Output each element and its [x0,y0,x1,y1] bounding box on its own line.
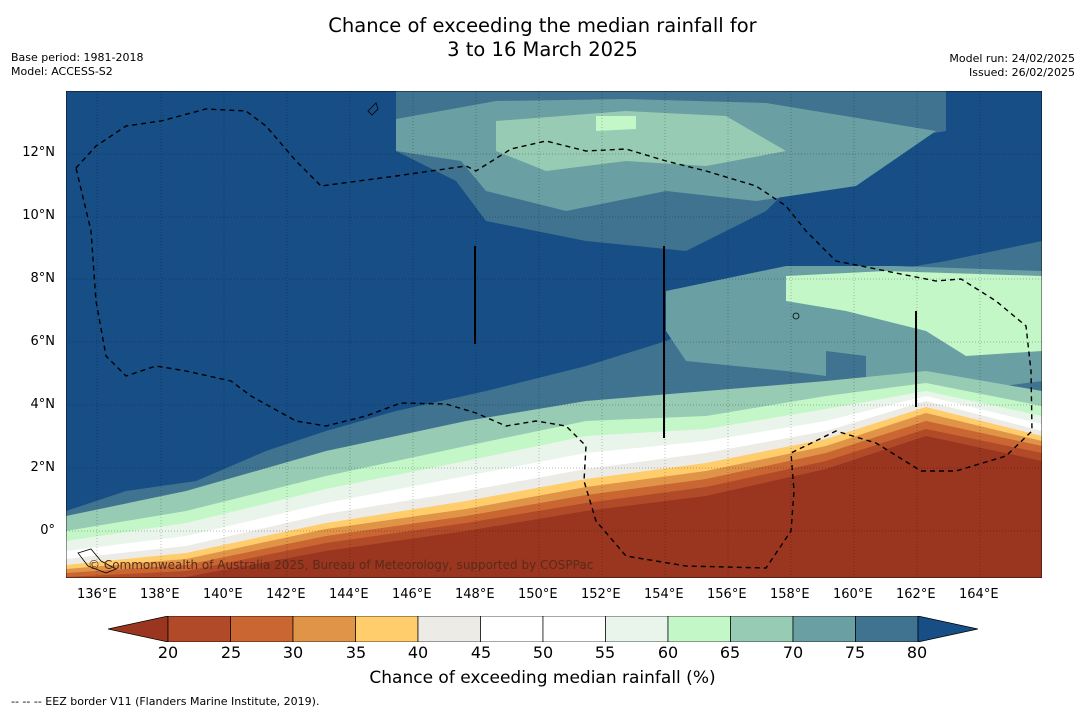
band-60-east [786,271,1042,356]
x-tick-140e: 140°E [203,587,243,602]
cbar-cell [667,616,731,642]
title-line-1: Chance of exceeding the median rainfall … [328,14,757,37]
x-tick-156e: 156°E [707,587,747,602]
cbar-cell [542,616,606,642]
cbar-cell [480,616,544,642]
y-tick-12n: 12°N [22,145,55,160]
x-tick-136e: 136°E [77,587,117,602]
cbar-label-55: 55 [594,643,616,662]
band-20-south [66,436,1042,578]
y-tick-0: 0° [40,523,55,538]
x-tick-138e: 138°E [140,587,180,602]
cbar-label-80: 80 [906,643,928,662]
cbar-label-65: 65 [719,643,741,662]
cbar-label-45: 45 [470,643,492,662]
cbar-extend-low [108,616,169,642]
issued-date: Issued: 26/02/2025 [968,66,1075,79]
meta-right: Model run: 24/02/2025 Issued: 26/02/2025 [949,52,1075,80]
x-tick-148e: 148°E [455,587,495,602]
cbar-label-40: 40 [407,643,429,662]
cbar-label-25: 25 [220,643,242,662]
cbar-cell [605,616,669,642]
cbar-cell [855,616,919,642]
cbar-cell [417,616,481,642]
y-tick-2n: 2°N [30,460,56,475]
y-tick-6n: 6°N [30,334,56,349]
base-period: Base period: 1981-2018 [11,51,144,64]
cbar-extend-high [917,616,978,642]
x-tick-144e: 144°E [329,587,369,602]
cbar-label-30: 30 [282,643,304,662]
coastline-new-guinea [77,548,117,574]
colorbar [108,616,978,642]
chart-title: Chance of exceeding the median rainfall … [0,14,1085,62]
x-tick-160e: 160°E [833,587,873,602]
island-outline [367,102,379,116]
cbar-label-60: 60 [657,643,679,662]
y-tick-10n: 10°N [22,208,55,223]
cbar-cell [355,616,419,642]
x-tick-146e: 146°E [392,587,432,602]
x-tick-142e: 142°E [266,587,306,602]
eez-footnote: -- -- -- EEZ border V11 (Flanders Marine… [11,695,320,708]
cbar-label-35: 35 [345,643,367,662]
island-outline-east [792,312,800,320]
copyright-notice: © Commonwealth of Australia 2025, Bureau… [88,558,594,572]
cbar-label-50: 50 [532,643,554,662]
x-tick-162e: 162°E [896,587,936,602]
rainfall-map [66,91,1042,578]
x-tick-150e: 150°E [518,587,558,602]
x-tick-154e: 154°E [644,587,684,602]
cbar-cell [792,616,856,642]
title-line-2: 3 to 16 March 2025 [447,38,638,61]
cbar-label-75: 75 [844,643,866,662]
eez-border [75,108,1033,569]
band-65-north [496,111,786,171]
x-tick-158e: 158°E [770,587,810,602]
band-60-north [596,116,636,131]
cbar-label-20: 20 [157,643,179,662]
cbar-cell [167,616,231,642]
cbar-cell [292,616,356,642]
model-run: Model run: 24/02/2025 [949,52,1075,65]
cbar-cell [730,616,794,642]
band-75-east-patch [826,351,866,383]
x-tick-152e: 152°E [581,587,621,602]
model-name: Model: ACCESS-S2 [11,65,113,78]
meta-left: Base period: 1981-2018 Model: ACCESS-S2 [11,51,143,79]
colorbar-title: Chance of exceeding median rainfall (%) [369,668,716,688]
cbar-cell [230,616,294,642]
y-tick-8n: 8°N [30,271,56,286]
x-tick-164e: 164°E [959,587,999,602]
cbar-label-70: 70 [782,643,804,662]
y-tick-4n: 4°N [30,397,56,412]
